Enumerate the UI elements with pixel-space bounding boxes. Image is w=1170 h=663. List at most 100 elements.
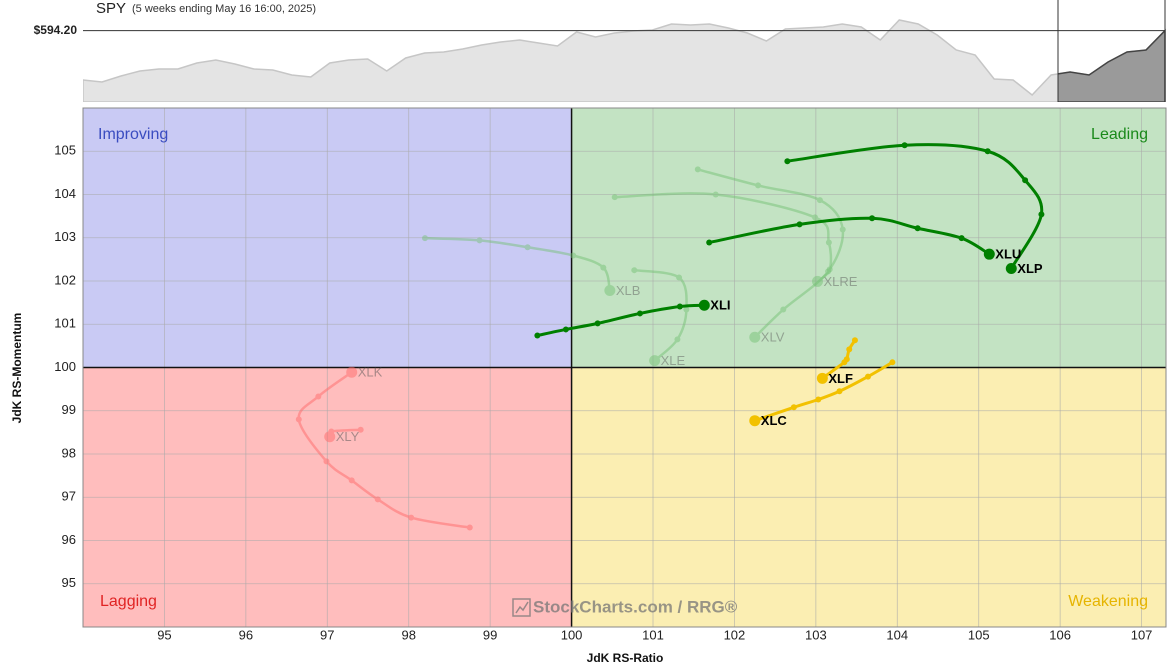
quadrant-label: Leading	[1091, 126, 1148, 143]
plot-border	[82, 107, 1167, 628]
price-subtitle: (5 weeks ending May 16 16:00, 2025)	[132, 3, 316, 15]
tail-point	[812, 214, 819, 221]
tail-point	[408, 514, 415, 521]
series-tail: XLV	[694, 166, 846, 345]
x-tick-label: 99	[483, 627, 497, 642]
series-tail: XLF	[816, 337, 858, 386]
y-tick-label: 101	[54, 316, 76, 331]
tail-point	[374, 496, 381, 503]
tail-head	[749, 415, 761, 427]
tail-point	[706, 239, 713, 246]
series-label: XLV	[761, 330, 785, 345]
tail-point	[958, 235, 965, 242]
tail-head	[324, 431, 336, 443]
price-area-tail	[1058, 28, 1166, 102]
tail-head	[811, 275, 823, 287]
series-tail: XLI	[534, 298, 731, 339]
x-axis-label: JdK RS-Ratio	[587, 651, 664, 663]
y-tick-label: 104	[54, 186, 76, 201]
y-tick-label: 105	[54, 143, 76, 158]
x-tick-label: 101	[642, 627, 664, 642]
price-area	[83, 19, 1165, 102]
tail-point	[816, 197, 823, 204]
tail-point	[889, 359, 896, 366]
y-tick-label: 103	[54, 229, 76, 244]
x-tick-label: 102	[724, 627, 746, 642]
x-tick-label: 96	[239, 627, 253, 642]
quadrant-label: Improving	[98, 126, 168, 143]
tail-point	[357, 426, 364, 433]
tail-point	[534, 332, 541, 339]
y-tick-label: 102	[54, 272, 76, 287]
tail-point	[476, 237, 483, 244]
tail-head	[698, 299, 710, 311]
tail-point	[712, 191, 719, 198]
y-axis-label: JdK RS-Momentum	[10, 313, 24, 424]
tail-point	[570, 252, 577, 259]
tail-point	[594, 320, 601, 327]
x-tick-label: 98	[401, 627, 415, 642]
series-tail: XLU	[706, 215, 1021, 262]
price-clip-group	[83, 19, 1165, 102]
series-label: XLRE	[823, 274, 857, 289]
x-tick-label: 104	[886, 627, 908, 642]
series-tail: XLK	[295, 365, 473, 531]
tail-point	[825, 268, 832, 275]
tail-point	[466, 524, 473, 531]
y-tick-label: 96	[62, 532, 76, 547]
tail-point	[348, 477, 355, 484]
watermark: StockCharts.com / RRG®	[533, 597, 738, 616]
x-tick-label: 103	[805, 627, 827, 642]
tail-point	[611, 194, 618, 201]
tail-head	[749, 331, 761, 343]
series-label: XLI	[710, 298, 730, 313]
tail-line	[633, 268, 688, 362]
series-label: XLB	[616, 283, 641, 298]
series-label: XLF	[828, 371, 853, 386]
tail-line	[696, 168, 845, 339]
tail-point	[323, 458, 330, 465]
tail-point	[631, 267, 638, 274]
series-label: XLK	[358, 365, 383, 380]
watermark-icon	[512, 598, 531, 617]
tail-point	[901, 142, 908, 149]
x-tick-label: 105	[968, 627, 990, 642]
tail-point	[780, 306, 787, 313]
price-title: SPY	[96, 0, 126, 17]
y-tick-label: 100	[54, 359, 76, 374]
tail-head	[649, 355, 661, 367]
x-tick-label: 107	[1131, 627, 1153, 642]
tail-point	[676, 274, 683, 281]
tail-head	[346, 366, 358, 378]
tail-point	[869, 215, 876, 222]
tail-point	[524, 244, 531, 251]
tail-point	[694, 166, 701, 173]
tail-point	[851, 337, 858, 344]
tail-point	[422, 235, 428, 242]
series-label: XLP	[1017, 261, 1043, 276]
y-tick-label: 95	[62, 575, 76, 590]
tail-point	[784, 158, 791, 165]
series-tail: XLC	[749, 359, 896, 428]
tail-point	[826, 266, 833, 273]
tail-point	[315, 393, 322, 400]
series-label: XLE	[661, 353, 686, 368]
series-label: XLC	[761, 413, 788, 428]
tail-point	[836, 388, 843, 395]
series-label: XLY	[336, 429, 360, 444]
y-tick-label: 99	[62, 402, 76, 417]
tail-point	[796, 221, 803, 228]
x-tick-label: 100	[561, 627, 583, 642]
tail-point	[755, 182, 762, 189]
tail-point	[676, 303, 683, 310]
series-label: XLU	[995, 247, 1021, 262]
watermark-group: StockCharts.com / RRG®	[512, 597, 738, 617]
tail-point	[790, 404, 797, 411]
tail-head	[604, 285, 616, 297]
quadrant-label: Lagging	[100, 593, 157, 610]
tail-point	[1022, 177, 1029, 184]
tail-point	[864, 373, 871, 380]
price-tick-label: $594.20	[34, 23, 78, 37]
tail-point	[846, 346, 853, 353]
